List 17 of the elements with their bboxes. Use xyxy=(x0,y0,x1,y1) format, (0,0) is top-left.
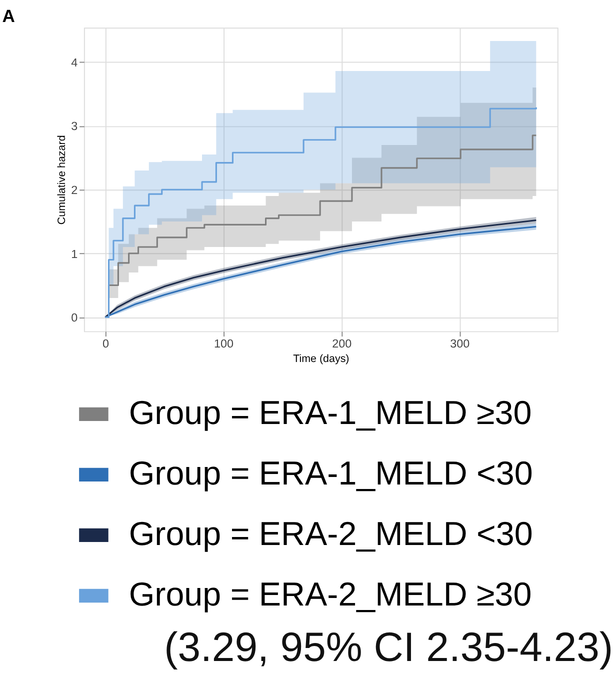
text: (3.29, 95% CI 2.35-4.23) xyxy=(164,624,614,670)
x-tick-label: 200 xyxy=(332,337,352,350)
chart-title: A xyxy=(2,6,16,26)
y-tick-label: 2 xyxy=(71,184,78,198)
x-tick-label: 100 xyxy=(214,337,234,350)
legend-label: Group = ERA-2_MELD ≥30 xyxy=(128,576,532,614)
y-tick-label: 4 xyxy=(71,56,78,70)
y-tick-label: 0 xyxy=(71,312,78,325)
x-tick-label: 0 xyxy=(102,337,110,350)
y-tick-label: 3 xyxy=(71,120,78,134)
legend-label: Group = ERA-1_MELD ≥30 xyxy=(128,394,532,432)
x-axis-title: Time (days) xyxy=(293,352,350,365)
legend-label: Group = ERA-1_MELD <30 xyxy=(128,455,533,492)
y-tick-label: 1 xyxy=(71,248,78,261)
y-axis-title: Cumulative hazard xyxy=(56,135,68,225)
legend-label: Group = ERA-2_MELD <30 xyxy=(128,516,533,553)
x-tick-label: 300 xyxy=(450,337,470,350)
